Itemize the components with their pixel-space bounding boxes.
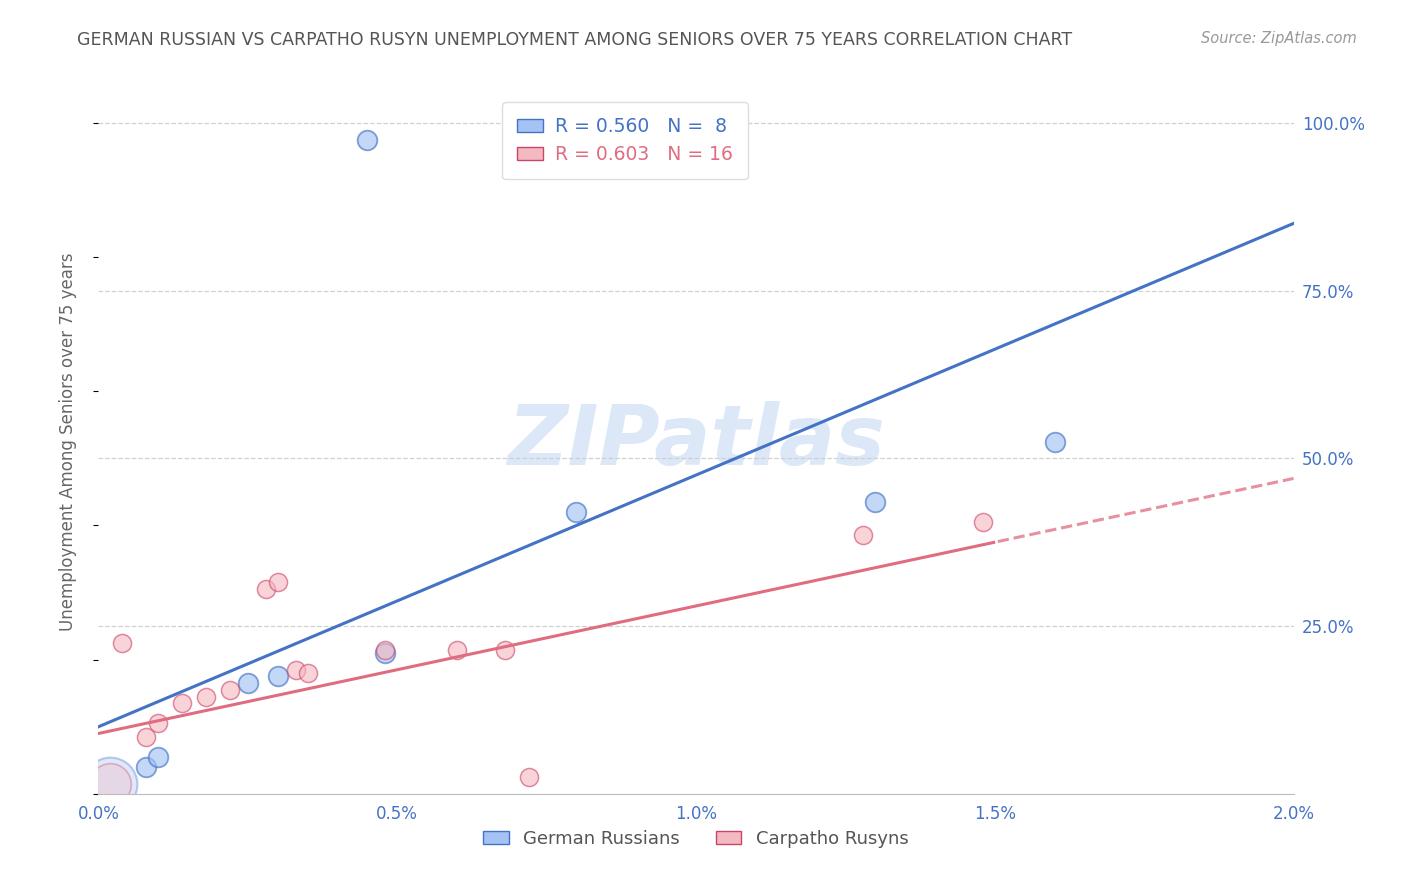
Point <box>111 636 134 650</box>
Point <box>374 646 396 660</box>
Text: ZIPatlas: ZIPatlas <box>508 401 884 482</box>
Point <box>494 642 516 657</box>
Y-axis label: Unemployment Among Seniors over 75 years: Unemployment Among Seniors over 75 years <box>59 252 77 631</box>
Point <box>865 495 887 509</box>
Point <box>517 770 540 784</box>
Point <box>254 582 277 597</box>
Point <box>148 750 170 764</box>
Legend: German Russians, Carpatho Rusyns: German Russians, Carpatho Rusyns <box>477 823 915 855</box>
Point <box>267 669 290 683</box>
Point <box>98 777 122 791</box>
Point <box>284 663 307 677</box>
Point <box>852 528 875 542</box>
Point <box>219 682 242 697</box>
Point <box>135 730 157 744</box>
Text: Source: ZipAtlas.com: Source: ZipAtlas.com <box>1201 31 1357 46</box>
Point <box>172 696 194 710</box>
Point <box>98 777 122 791</box>
Point <box>565 505 588 519</box>
Point <box>267 575 290 590</box>
Point <box>972 515 994 529</box>
Text: GERMAN RUSSIAN VS CARPATHO RUSYN UNEMPLOYMENT AMONG SENIORS OVER 75 YEARS CORREL: GERMAN RUSSIAN VS CARPATHO RUSYN UNEMPLO… <box>77 31 1073 49</box>
Point <box>356 132 378 146</box>
Point <box>148 716 170 731</box>
Point <box>195 690 218 704</box>
Point <box>374 642 396 657</box>
Point <box>236 676 259 690</box>
Point <box>1043 434 1066 449</box>
Point <box>446 642 468 657</box>
Point <box>297 666 319 681</box>
Point <box>135 760 157 774</box>
